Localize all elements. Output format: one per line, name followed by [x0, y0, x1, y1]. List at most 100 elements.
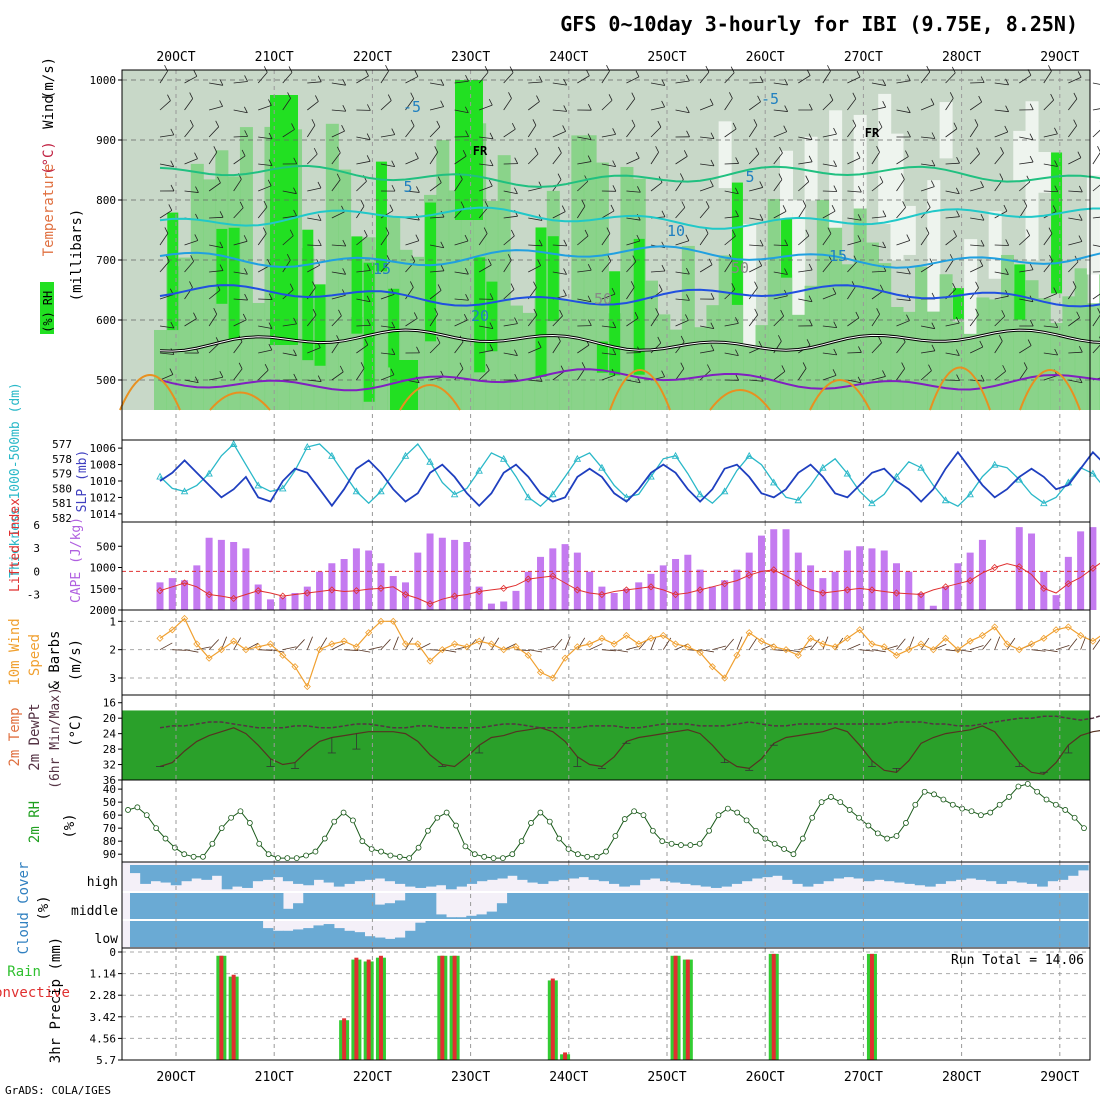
precip-convective-bar	[367, 960, 371, 1060]
wind-tick-label: 1	[109, 615, 116, 628]
rh-point	[660, 839, 665, 844]
rh-point	[735, 810, 740, 815]
ylabel-rh-units: (%)	[62, 813, 78, 838]
cloud-cell	[741, 892, 752, 920]
cape-bar	[476, 587, 483, 610]
rh-tick-label: 80	[103, 835, 116, 848]
isotherm-label: -5	[403, 98, 421, 116]
cape-bar	[193, 565, 200, 610]
cloud-cell	[1078, 865, 1089, 870]
cloud-cell	[813, 920, 824, 947]
cloud-cell	[680, 920, 691, 947]
cape-tick-label: 500	[96, 540, 116, 553]
cloud-cell	[161, 892, 172, 920]
cloud-cell	[150, 920, 161, 947]
ylabel-wind-units: (m/s)	[68, 639, 84, 681]
cloud-cell	[1037, 865, 1048, 887]
cloud-cell	[925, 865, 936, 887]
credit-label: GrADS: COLA/IGES	[5, 1084, 111, 1097]
cloud-cell	[1027, 920, 1038, 947]
rh-high-cell	[536, 227, 547, 377]
rh-point	[1053, 802, 1058, 807]
cloud-cell	[262, 892, 273, 920]
cape-bar	[488, 604, 495, 610]
precip-tick-label: 2.28	[90, 989, 117, 1002]
wind-barb	[946, 380, 960, 381]
cloud-cell	[181, 892, 192, 920]
cloud-cell	[507, 892, 518, 920]
cloud-cell	[568, 892, 579, 920]
cloud-cell	[864, 865, 875, 881]
cloud-cell	[915, 892, 926, 920]
cloud-cell	[242, 865, 253, 888]
cloud-cell	[466, 865, 477, 884]
cloud-cell	[619, 865, 630, 887]
rh-point	[894, 833, 899, 838]
rh-point	[538, 810, 543, 815]
isotherm-label: 15	[829, 247, 847, 265]
cloud-cell	[956, 920, 967, 947]
cloud-cell	[1068, 920, 1079, 947]
cloud-cell	[578, 920, 589, 947]
rh-dry-cell	[805, 137, 818, 201]
pressure-tick-label: 600	[96, 314, 116, 327]
cloud-cell	[313, 865, 324, 880]
thickness-tick-label: 577	[52, 438, 72, 451]
cloud-cell	[976, 920, 987, 947]
rh-point	[126, 807, 131, 812]
li-tick-label: -3	[27, 589, 40, 602]
isotherm-label: 5	[745, 168, 754, 186]
x-tick-label-bottom: 20OCT	[156, 1070, 195, 1085]
ylabel-rh-units: (%)	[41, 311, 55, 333]
cloud-cell	[956, 892, 967, 920]
cloud-cell	[395, 900, 406, 920]
cloud-cell	[772, 920, 783, 947]
rh-dry-cell	[829, 110, 842, 227]
rh-point	[828, 794, 833, 799]
cloud-cell	[986, 865, 997, 881]
cloud-cell	[701, 892, 712, 920]
isotherm-label: FR	[473, 144, 488, 158]
cape-bar	[660, 565, 667, 610]
cloud-cell	[823, 865, 834, 881]
ylabel-total-rain: Total / Rain	[0, 964, 41, 980]
cloud-cell	[966, 920, 977, 947]
rh-point	[688, 843, 693, 848]
rh-point	[857, 815, 862, 820]
cloud-cell	[803, 865, 814, 887]
cloud-cell	[242, 920, 253, 947]
cloud-cell	[986, 920, 997, 947]
cloud-cell	[334, 892, 345, 920]
rh-mid-cell	[866, 243, 879, 410]
rh-point	[585, 854, 590, 859]
cloud-cell	[935, 865, 946, 884]
precip-convective-bar	[342, 1018, 346, 1060]
below-surface	[123, 410, 1089, 439]
rh-point	[1044, 797, 1049, 802]
cloud-cell	[966, 892, 977, 920]
cloud-cell	[527, 865, 538, 883]
cloud-cell	[548, 892, 559, 920]
cloud-cell	[181, 920, 192, 947]
ylabel-temperature-units: (°C)	[41, 141, 57, 175]
cape-bar	[844, 551, 851, 611]
cloud-cell	[548, 865, 559, 881]
rh-point	[594, 854, 599, 859]
rh-point	[632, 809, 637, 814]
cloud-cell	[884, 892, 895, 920]
cloud-cell	[721, 865, 732, 887]
ylabel-2m-temp: 2m Temp	[7, 707, 23, 766]
cloud-cell	[150, 892, 161, 920]
cloud-cell	[1006, 920, 1017, 947]
rh-point	[716, 813, 721, 818]
precip-convective-bar	[563, 1052, 567, 1060]
ylabel-slp: SLP (mb)	[75, 450, 90, 513]
upper-panel: -5FR5101520-5FR5155050500600700800900100…	[40, 57, 1100, 440]
wind-barb	[1093, 271, 1100, 272]
cloud-cell	[731, 920, 742, 947]
ylabel-wind: Wind	[41, 95, 57, 129]
ylabel-lifted-index: Lifted Index	[8, 498, 23, 592]
cloud-cell	[711, 920, 722, 947]
cloud-cell	[558, 865, 569, 880]
cloud-cell	[741, 920, 752, 947]
